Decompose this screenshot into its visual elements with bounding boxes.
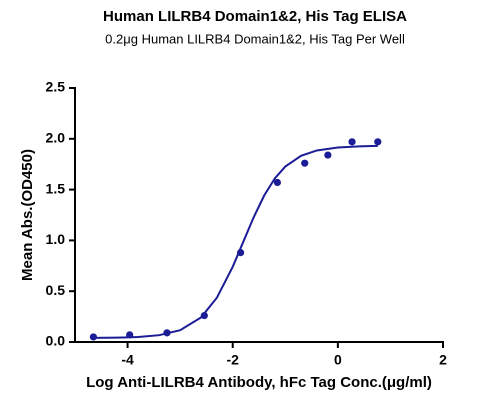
y-tick-label: 2.0	[46, 130, 66, 146]
x-tick-label: 0	[334, 352, 342, 368]
y-tick-label: 2.5	[46, 79, 66, 95]
data-point	[273, 178, 281, 187]
y-tick-label: 0.5	[46, 282, 66, 298]
data-point	[200, 311, 208, 320]
x-tick-label: 2	[439, 352, 447, 368]
data-point	[324, 151, 332, 159]
x-tick-label: -2	[226, 352, 239, 368]
y-tick-label: 1.0	[46, 231, 66, 247]
y-tick-label: 1.5	[46, 180, 66, 196]
chart-title: Human LILRB4 Domain1&2, His Tag ELISA	[103, 8, 407, 25]
data-point	[301, 159, 309, 167]
y-tick-label: 0.0	[46, 333, 66, 349]
data-point	[374, 138, 382, 146]
x-tick-label: -4	[121, 352, 134, 368]
y-axis-label: Mean Abs.(OD450)	[19, 149, 36, 281]
chart-subtitle: 0.2μg Human LILRB4 Domain1&2, His Tag Pe…	[105, 31, 405, 46]
data-point	[348, 138, 356, 146]
fit-curve	[93, 144, 378, 339]
x-axis-label: Log Anti-LILRB4 Antibody, hFc Tag Conc.(…	[86, 374, 432, 391]
